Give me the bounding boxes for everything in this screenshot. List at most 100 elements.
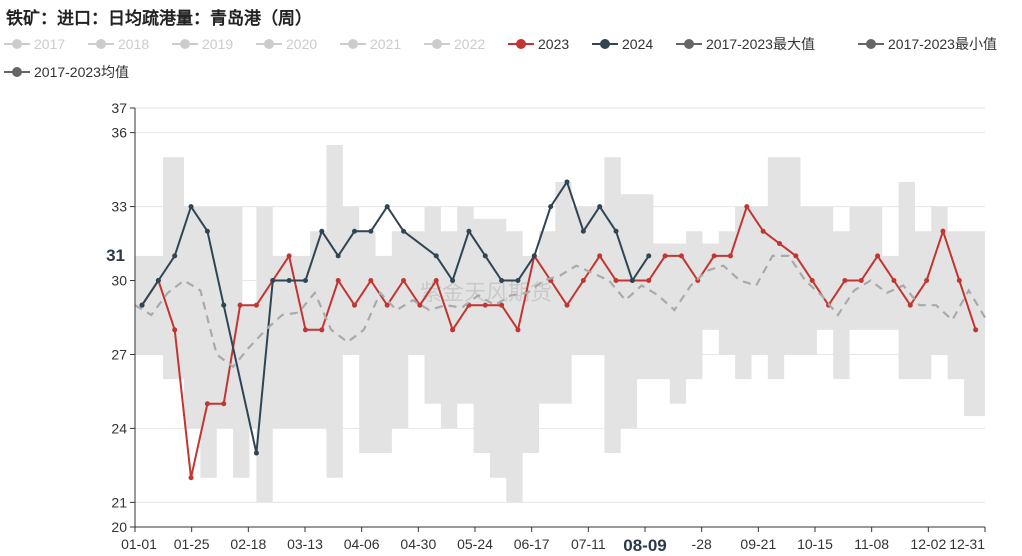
legend-label: 2020 (286, 36, 318, 52)
x-tick-label: 12-02 (910, 536, 946, 552)
x-tick-label: 05-24 (457, 536, 493, 552)
series-point-2024-23 (548, 204, 554, 210)
series-point-2023-22 (499, 302, 505, 308)
legend-item-2022[interactable]: 2022 (424, 34, 485, 54)
series-point-2023-27 (580, 278, 586, 284)
x-tick-label: 04-30 (400, 536, 436, 552)
series-point-2023-2 (172, 327, 178, 333)
series-point-2023-26 (564, 302, 570, 308)
series-point-2023-11 (319, 327, 325, 333)
x-tick-label: 07-11 (571, 536, 606, 552)
legend-line-marker-icon (508, 39, 534, 49)
x-tick-label: 08-09 (623, 536, 666, 555)
series-point-2023-44 (858, 278, 864, 284)
legend-item-2023[interactable]: 2023 (508, 34, 569, 54)
series-point-2024-27 (613, 228, 619, 234)
y-tick-label: 27 (111, 346, 127, 362)
series-point-2024-3 (188, 204, 194, 210)
legend-label: 2017-2023最大值 (706, 36, 815, 52)
legend-label: 2019 (202, 36, 234, 52)
series-point-2023-50 (956, 278, 962, 284)
series-point-2024-11 (335, 253, 341, 259)
legend-item-2019[interactable]: 2019 (172, 34, 233, 54)
legend-line-marker-icon (858, 39, 884, 49)
series-point-2024-5 (221, 302, 227, 308)
x-tick-label: 10-15 (797, 536, 833, 552)
series-point-2024-18 (466, 228, 472, 234)
series-point-2023-51 (973, 327, 979, 333)
legend-label: 2024 (622, 36, 654, 52)
watermark: 紫金天风期货 (420, 281, 552, 306)
y-tick-label: 24 (111, 420, 127, 436)
series-point-2023-21 (482, 302, 488, 308)
legend-line-marker-icon (4, 39, 30, 49)
series-point-2023-9 (286, 253, 292, 259)
chart-title: 铁矿：进口：日均疏港量：青岛港（周） (6, 9, 312, 28)
legend-item-2017-2023[interactable]: 2017-2023均值 (4, 62, 129, 82)
series-point-2023-4 (204, 401, 210, 407)
series-point-2023-31 (646, 278, 652, 284)
series-point-2023-29 (613, 278, 619, 284)
series-point-2023-37 (744, 204, 750, 210)
series-point-2024-2 (172, 253, 178, 259)
x-tick-label: 09-21 (740, 536, 776, 552)
legend-label: 2017 (34, 36, 66, 52)
legend-item-2021[interactable]: 2021 (340, 34, 401, 54)
y-tick-label: 36 (111, 125, 127, 141)
series-point-2024-19 (482, 253, 488, 259)
y-tick-label: 33 (111, 199, 127, 215)
x-tick-label: 01-01 (121, 536, 157, 552)
axes: 20 21 24 27 30 33 36 37 31 01-01 01-25 02-18 03-13 04… (106, 100, 986, 555)
series-point-2024-12 (352, 228, 358, 234)
series-point-2023-33 (678, 253, 684, 259)
series-point-2024-7 (270, 278, 276, 284)
y-pointer-label: 31 (106, 246, 125, 265)
legend-item-2018[interactable]: 2018 (88, 34, 149, 54)
series-point-2023-16 (401, 278, 407, 284)
series-point-2024-13 (368, 228, 374, 234)
series-point-2024-24 (564, 179, 570, 185)
series-point-2024-17 (450, 278, 456, 284)
legend-item-2017[interactable]: 2017 (4, 34, 65, 54)
x-tick-label: 04-06 (344, 536, 380, 552)
series-point-2023-48 (924, 278, 930, 284)
legend-label: 2017-2023最小值 (888, 36, 997, 52)
series-point-2023-19 (450, 327, 456, 333)
series-point-2024-22 (531, 253, 537, 259)
series-point-2023-5 (221, 401, 227, 407)
series-point-2023-23 (515, 327, 521, 333)
series-point-2023-39 (777, 241, 783, 247)
series-point-2024-4 (204, 228, 210, 234)
series-point-2024-25 (580, 228, 586, 234)
series-line-2024 (141, 179, 650, 454)
series-point-2023-18 (433, 278, 439, 284)
series-point-2024-21 (515, 278, 521, 284)
series-point-2023-12 (335, 278, 341, 284)
series-point-2024-6 (253, 450, 259, 456)
series-point-2024-9 (302, 278, 308, 284)
series-point-2023-41 (809, 278, 815, 284)
legend-line-marker-icon (4, 67, 30, 77)
x-tick-label: -28 (692, 536, 712, 552)
series-point-2023-3 (188, 475, 194, 481)
legend-item-2020[interactable]: 2020 (256, 34, 317, 54)
legend-label: 2021 (370, 36, 402, 52)
band-area (135, 144, 985, 503)
legend-item-2017-2023[interactable]: 2017-2023最小值 (858, 34, 997, 54)
series-point-2023-28 (597, 253, 603, 259)
series-point-2023-43 (842, 278, 848, 284)
legend-label: 2017-2023均值 (34, 64, 129, 80)
y-tick-label: 30 (111, 273, 127, 289)
legend-item-2024[interactable]: 2024 (592, 34, 653, 54)
series-point-2023-14 (368, 278, 374, 284)
legend-label: 2022 (454, 36, 486, 52)
series-point-2024-28 (629, 278, 635, 284)
legend-line-marker-icon (172, 39, 198, 49)
series-point-2023-32 (662, 253, 668, 259)
series-point-2024-26 (597, 204, 603, 210)
x-tick-label: 12-31 (949, 536, 985, 552)
legend-item-2017-2023[interactable]: 2017-2023最大值 (676, 34, 815, 54)
legend-line-marker-icon (592, 39, 618, 49)
x-tick-label: 02-18 (230, 536, 266, 552)
series-point-2023-45 (875, 253, 881, 259)
